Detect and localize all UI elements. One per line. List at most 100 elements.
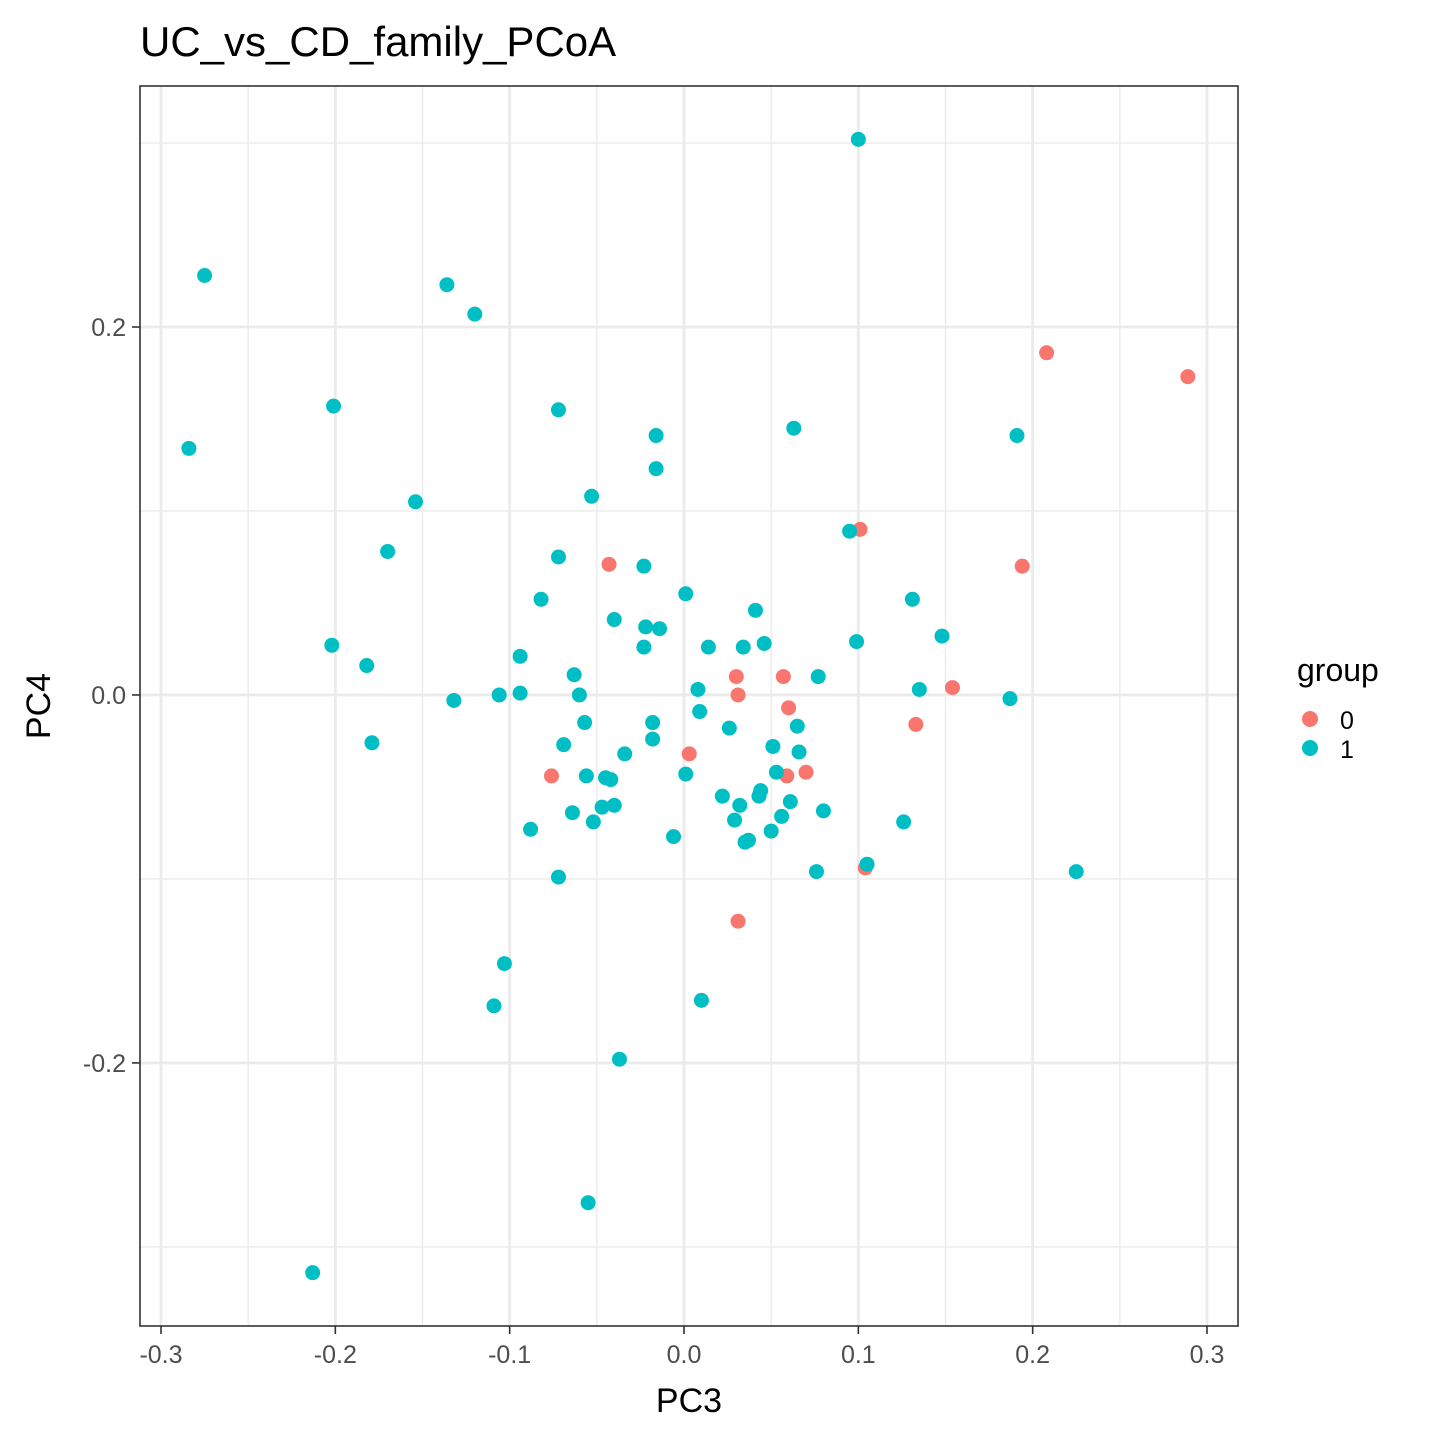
scatter-point-group-1 [578, 768, 594, 784]
x-axis-ticks: -0.3 -0.2 -0.1 0.0 0.1 0.2 0.3 [139, 1326, 1224, 1369]
scatter-point-group-1 [678, 586, 694, 602]
y-axis-ticks: -0.2 0.0 0.2 [83, 314, 140, 1078]
scatter-point-group-1 [439, 277, 455, 293]
scatter-point-group-0 [681, 746, 697, 762]
scatter-point-group-1 [911, 681, 927, 697]
scatter-point-group-1 [782, 794, 798, 810]
scatter-point-group-1 [692, 704, 708, 720]
scatter-point-group-1 [606, 612, 622, 628]
scatter-point-group-1 [550, 869, 566, 885]
scatter-point-group-1 [904, 591, 920, 607]
scatter-point-group-1 [359, 658, 375, 674]
scatter-point-group-1 [491, 687, 507, 703]
scatter-point-group-0 [544, 768, 560, 784]
scatter-point-group-0 [944, 680, 960, 696]
chart-title: UC_vs_CD_family_PCoA [140, 18, 616, 65]
scatter-point-group-0 [1039, 345, 1055, 361]
legend-label-0: 0 [1340, 707, 1354, 735]
data-points [181, 131, 1196, 1281]
x-tick-label: 0.3 [1190, 1341, 1225, 1369]
x-tick-label: 0.2 [1015, 1341, 1050, 1369]
scatter-point-group-1 [585, 814, 601, 830]
scatter-point-group-0 [728, 669, 744, 685]
scatter-point-group-1 [756, 635, 772, 651]
scatter-point-group-1 [693, 992, 709, 1008]
y-axis-label: PC4 [20, 673, 58, 739]
scatter-point-group-1 [648, 461, 664, 477]
scatter-point-group-1 [550, 402, 566, 418]
scatter-point-group-1 [648, 428, 664, 444]
scatter-point-group-0 [798, 764, 814, 780]
scatter-point-group-1 [645, 715, 661, 731]
scatter-point-group-1 [380, 543, 396, 559]
scatter-point-group-0 [730, 687, 746, 703]
scatter-point-group-1 [603, 772, 619, 788]
scatter-point-group-1 [850, 131, 866, 147]
scatter-point-group-0 [1014, 558, 1030, 574]
scatter-point-group-1 [934, 628, 950, 644]
scatter-point-group-1 [486, 998, 502, 1014]
scatter-point-group-1 [606, 797, 622, 813]
scatter-point-group-1 [564, 805, 580, 821]
scatter-point-group-1 [735, 639, 751, 655]
x-axis-label: PC3 [656, 1382, 722, 1420]
scatter-point-group-1 [700, 639, 716, 655]
scatter-point-group-0 [601, 556, 617, 572]
scatter-point-group-1 [645, 731, 661, 747]
scatter-point-group-1 [768, 764, 784, 780]
scatter-point-group-1 [584, 488, 600, 504]
legend-label-1: 1 [1340, 736, 1354, 764]
scatter-point-group-0 [781, 700, 797, 716]
legend-key-1 [1302, 740, 1318, 756]
scatter-point-group-1 [810, 669, 826, 685]
legend-title: group [1297, 652, 1379, 688]
scatter-point-group-1 [652, 621, 668, 637]
plot-panel [140, 86, 1238, 1326]
scatter-point-group-1 [751, 788, 767, 804]
scatter-point-group-1 [808, 864, 824, 880]
scatter-point-group-1 [774, 808, 790, 824]
plot-border [139, 85, 1239, 1327]
legend-key-0 [1302, 711, 1318, 727]
scatter-point-group-1 [732, 797, 748, 813]
scatter-point-group-1 [577, 715, 593, 731]
scatter-point-group-1 [408, 494, 424, 510]
scatter-point-group-0 [1180, 369, 1196, 385]
scatter-point-group-1 [1068, 864, 1084, 880]
scatter-point-group-1 [849, 634, 865, 650]
scatter-point-group-1 [747, 602, 763, 618]
scatter-point-group-1 [791, 744, 807, 760]
scatter-point-group-1 [786, 420, 802, 436]
scatter-point-group-1 [364, 735, 380, 751]
x-tick-label: 0.0 [667, 1341, 702, 1369]
scatter-point-group-1 [571, 687, 587, 703]
scatter-point-group-1 [678, 766, 694, 782]
scatter-point-group-1 [690, 681, 706, 697]
scatter-point-group-1 [617, 746, 633, 762]
scatter-point-group-1 [523, 821, 539, 837]
y-tick-label: 0.0 [91, 682, 126, 710]
scatter-point-group-1 [181, 440, 197, 456]
scatter-point-group-1 [666, 829, 682, 845]
scatter-point-group-1 [789, 718, 805, 734]
x-tick-label: -0.3 [139, 1341, 182, 1369]
scatter-point-group-1 [566, 667, 582, 683]
scatter-point-group-1 [896, 814, 912, 830]
legend: group 0 1 [1297, 652, 1379, 764]
y-tick-label: -0.2 [83, 1050, 126, 1078]
scatter-point-group-1 [512, 648, 528, 664]
x-tick-label: -0.1 [488, 1341, 531, 1369]
scatter-point-group-1 [467, 306, 483, 322]
scatter-point-group-1 [197, 267, 213, 283]
scatter-point-group-1 [594, 799, 610, 815]
scatter-point-group-1 [1002, 691, 1018, 707]
scatter-point-group-1 [721, 720, 737, 736]
scatter-point-group-1 [763, 823, 779, 839]
y-tick-label: 0.2 [91, 314, 126, 342]
scatter-point-group-1 [636, 639, 652, 655]
scatter-point-group-0 [775, 669, 791, 685]
scatter-point-group-1 [496, 956, 512, 972]
scatter-point-group-1 [1009, 428, 1025, 444]
scatter-point-group-1 [580, 1195, 596, 1211]
